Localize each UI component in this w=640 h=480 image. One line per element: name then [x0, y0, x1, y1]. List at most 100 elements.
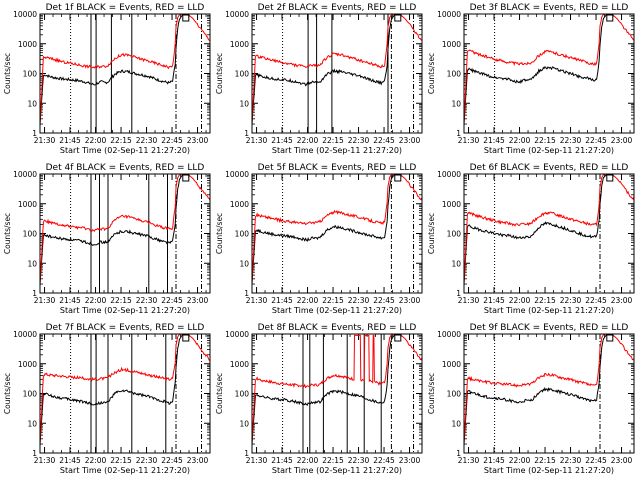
lld-series-line — [40, 174, 210, 285]
y-tick-label: 1000 — [230, 360, 249, 369]
y-tick-label: 10000 — [437, 330, 461, 339]
x-tick-label: 21:45 — [59, 296, 81, 305]
panel-title: Det 6f BLACK = Events, RED = LLD — [470, 163, 629, 173]
x-tick-label: 22:15 — [322, 296, 344, 305]
x-tick-label: 21:45 — [59, 136, 81, 145]
y-axis-label: Counts/sec — [3, 53, 12, 94]
y-tick-label: 100 — [235, 230, 250, 239]
y-tick-label: 1000 — [18, 40, 37, 49]
y-axis-label: Counts/sec — [215, 213, 224, 254]
y-tick-label: 1 — [244, 449, 249, 458]
y-tick-label: 10000 — [225, 330, 249, 339]
x-tick-label: 22:30 — [136, 456, 158, 465]
panel-det-4f: Det 4f BLACK = Events, RED = LLD Counts/s… — [3, 163, 211, 315]
y-tick-label: 100 — [447, 390, 462, 399]
x-tick-label: 22:45 — [585, 456, 607, 465]
x-tick-label: 21:30 — [34, 456, 56, 465]
panel-title: Det 8f BLACK = Events, RED = LLD — [258, 323, 417, 333]
y-tick-label: 10 — [239, 259, 249, 268]
y-tick-label: 100 — [235, 390, 250, 399]
x-tick-label: 22:45 — [585, 296, 607, 305]
x-tick-label: 22:00 — [85, 456, 107, 465]
events-series-line — [464, 14, 634, 125]
x-tick-label: 23:00 — [187, 456, 209, 465]
panel-det-7f: Det 7f BLACK = Events, RED = LLD Counts/s… — [3, 323, 211, 475]
y-tick-label: 100 — [23, 230, 38, 239]
marker-lines — [70, 334, 202, 453]
y-tick-label: 10 — [27, 99, 37, 108]
x-tick-label: 22:15 — [322, 136, 344, 145]
attenuator-marker-box — [394, 334, 402, 342]
panel-det-9f: Det 9f BLACK = Events, RED = LLD Counts/s… — [427, 323, 635, 475]
y-tick-label: 10000 — [13, 170, 37, 179]
attenuator-marker-box — [182, 174, 190, 182]
x-tick-label: 21:30 — [34, 296, 56, 305]
x-tick-label: 22:30 — [136, 136, 158, 145]
marker-lines — [70, 174, 202, 293]
y-tick-label: 10 — [451, 259, 461, 268]
attenuator-marker-box — [182, 334, 190, 342]
x-tick-label: 22:30 — [348, 296, 370, 305]
y-tick-label: 100 — [23, 390, 38, 399]
plot-frame — [463, 333, 635, 454]
x-axis-label: Start Time (02-Sep-11 21:27:20) — [60, 306, 190, 315]
x-tick-label: 21:45 — [59, 456, 81, 465]
y-tick-label: 1 — [456, 449, 461, 458]
y-tick-label: 10 — [27, 259, 37, 268]
panel-det-6f: Det 6f BLACK = Events, RED = LLD Counts/s… — [427, 163, 635, 315]
panel-title: Det 3f BLACK = Events, RED = LLD — [470, 3, 629, 13]
events-series-line — [464, 174, 634, 285]
y-tick-label: 100 — [23, 70, 38, 79]
x-tick-label: 22:00 — [297, 456, 319, 465]
lld-series-line — [40, 334, 210, 445]
x-tick-label: 21:30 — [458, 456, 480, 465]
y-tick-label: 1 — [32, 449, 37, 458]
x-tick-label: 23:00 — [187, 296, 209, 305]
plot-frame — [463, 173, 635, 294]
panel-title: Det 5f BLACK = Events, RED = LLD — [258, 163, 417, 173]
plot-frame — [463, 13, 635, 134]
x-tick-label: 22:30 — [348, 136, 370, 145]
y-tick-label: 10000 — [437, 10, 461, 19]
lld-series-line — [252, 174, 422, 285]
series-group — [252, 14, 422, 125]
x-tick-label: 22:45 — [373, 456, 395, 465]
lld-series-line — [464, 334, 634, 445]
x-tick-label: 21:45 — [271, 456, 293, 465]
x-tick-label: 22:45 — [373, 296, 395, 305]
y-tick-label: 1 — [456, 129, 461, 138]
panel-det-3f: Det 3f BLACK = Events, RED = LLD Counts/s… — [427, 3, 635, 155]
x-tick-label: 22:00 — [509, 456, 531, 465]
x-tick-label: 21:30 — [246, 456, 268, 465]
plot-frame — [251, 13, 423, 134]
attenuator-marker-box — [606, 334, 614, 342]
y-tick-label: 1000 — [18, 360, 37, 369]
x-tick-label: 22:45 — [161, 136, 183, 145]
lld-series-line — [464, 174, 634, 285]
panel-title: Det 1f BLACK = Events, RED = LLD — [46, 3, 205, 13]
y-tick-label: 1 — [244, 129, 249, 138]
y-tick-label: 100 — [447, 230, 462, 239]
x-tick-label: 23:00 — [399, 456, 421, 465]
series-group — [40, 334, 210, 445]
y-tick-label: 1000 — [230, 40, 249, 49]
x-tick-label: 21:45 — [271, 296, 293, 305]
x-tick-label: 23:00 — [611, 296, 633, 305]
panel-title: Det 4f BLACK = Events, RED = LLD — [46, 163, 205, 173]
y-axis-label: Counts/sec — [427, 373, 436, 414]
x-tick-label: 23:00 — [187, 136, 209, 145]
events-series-line — [252, 174, 422, 285]
y-tick-label: 10 — [451, 419, 461, 428]
x-tick-label: 21:30 — [458, 296, 480, 305]
x-axis-label: Start Time (02-Sep-11 21:27:20) — [272, 146, 402, 155]
x-tick-label: 21:30 — [34, 136, 56, 145]
marker-lines — [282, 14, 414, 133]
x-tick-label: 22:00 — [297, 296, 319, 305]
plot-frame — [39, 333, 211, 454]
attenuator-marker-box — [394, 174, 402, 182]
panel-det-1f: Det 1f BLACK = Events, RED = LLD Counts/s… — [3, 3, 211, 155]
series-group — [464, 174, 634, 285]
x-tick-label: 22:00 — [85, 136, 107, 145]
y-tick-label: 10000 — [13, 330, 37, 339]
events-series-line — [40, 14, 210, 125]
